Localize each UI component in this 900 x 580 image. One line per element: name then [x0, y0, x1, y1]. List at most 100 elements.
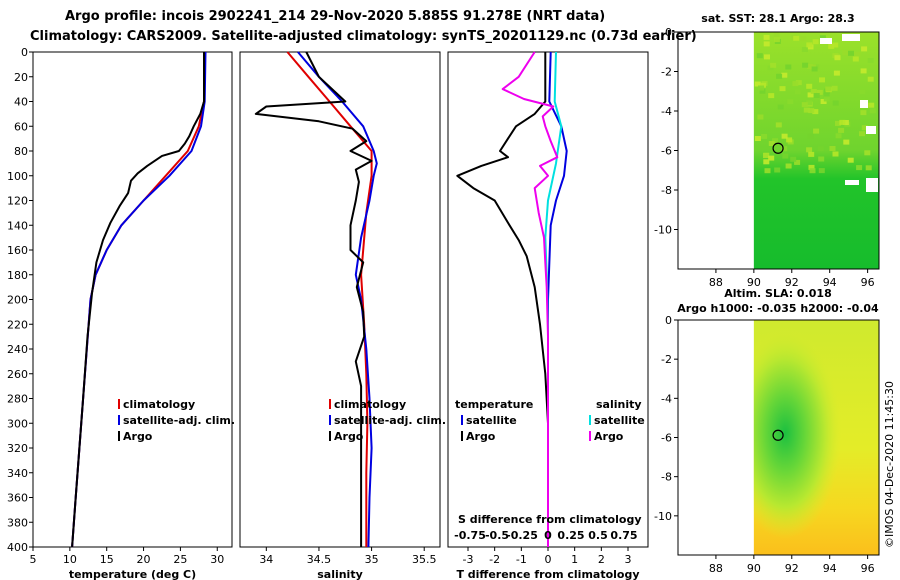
sst-map-cell	[831, 85, 838, 91]
sst_map-x-tick-label: 94	[823, 276, 837, 289]
sst-map-cell	[832, 100, 839, 106]
sst_map-y-tick-label: -8	[661, 184, 672, 197]
sst-map-cell	[803, 107, 810, 113]
sst-map-cell	[795, 80, 802, 86]
sst-map-cell	[777, 104, 784, 110]
title-line-1: Argo profile: incois 2902241_214 29-Nov-…	[65, 9, 605, 24]
sst-map-cell	[842, 50, 849, 56]
sst-map-cell	[808, 151, 815, 157]
sst_map-y-tick-label: -4	[661, 105, 672, 118]
sst_map-x-tick-label: 90	[747, 276, 761, 289]
sst-map-missing-cell	[845, 180, 859, 185]
sst-map-cell	[768, 93, 775, 99]
temperature-y-tick-label: 180	[7, 269, 28, 282]
sst-map-cell	[757, 114, 764, 120]
sst-map-cell	[793, 35, 800, 41]
salinity-series-satellite-adj-clim-	[297, 51, 378, 548]
difference-x-tick-label: 1	[571, 553, 578, 566]
sst-map-cell	[802, 62, 809, 68]
salinity-series-argo	[254, 51, 373, 547]
sst-map-cell	[775, 122, 782, 128]
difference-x-tick-label: 0	[545, 553, 552, 566]
sst_map-y-tick-label: -10	[654, 224, 672, 237]
difference-x-tick-label: -1	[516, 553, 527, 566]
temperature-y-tick-label: 40	[14, 96, 28, 109]
sst-map-cell	[809, 168, 816, 174]
sst-map-cell	[794, 159, 801, 165]
sst-map-cell	[843, 139, 850, 145]
sst-map-missing-cell	[860, 100, 868, 108]
sst-map-cell	[782, 153, 789, 159]
sst-map-cell	[764, 54, 770, 60]
difference-x-top-tick-label: 0.25	[557, 529, 584, 542]
sst-map-cell	[854, 52, 861, 57]
sst-map-cell	[763, 34, 770, 40]
temperature-x-tick-label: 15	[100, 553, 114, 566]
difference-series-s-argo	[501, 51, 559, 547]
sst-map-cell	[856, 165, 863, 171]
sst-map-cell	[813, 128, 820, 134]
sst-map-cell	[848, 50, 854, 56]
temperature-panel: 5 10 15 20 25 3002040608010012014016018020022…	[7, 46, 235, 580]
sst-map-cell	[865, 165, 872, 171]
difference-x-top-label: S difference from climatology	[458, 513, 642, 526]
sst-map-cell	[760, 82, 766, 88]
sst-map-cell	[832, 42, 839, 48]
temperature-y-tick-label: 400	[7, 541, 28, 554]
sst-map-cell	[823, 92, 830, 98]
sst-map-cell	[787, 99, 794, 105]
sla_map-argo-position-marker	[772, 429, 784, 441]
temperature-y-tick-label: 240	[7, 343, 28, 356]
salinity-legend-label: climatology	[334, 398, 406, 411]
temperature-y-tick-label: 60	[14, 120, 28, 133]
temperature-y-tick-label: 80	[14, 145, 28, 158]
temperature-y-tick-label: 100	[7, 170, 28, 183]
sst_map-argo-position-marker	[772, 142, 784, 154]
sst-map-cell	[807, 92, 814, 98]
sst-map-cell	[801, 102, 808, 108]
sla_map-y-tick-label: -2	[661, 353, 672, 366]
sla_map-x-tick-label: 94	[823, 562, 837, 575]
sst-map-cell	[785, 163, 792, 169]
temperature-x-tick-label: 10	[63, 553, 77, 566]
sst-map-cell	[773, 37, 780, 43]
sst-map-cell	[768, 155, 775, 161]
sla-map-title-line-2: Argo h1000: -0.035 h2000: -0.04	[677, 302, 879, 315]
sst-map-cell	[816, 89, 823, 95]
sst-map-cell	[818, 156, 825, 162]
sla-map-panel: 88 90 92 94 96 0 -2 -4 -6 -8 -10 Altim. SLA: 0.018 A…	[654, 287, 880, 575]
sst-map-cell	[763, 41, 770, 47]
sst-map-missing-cell	[866, 126, 876, 134]
salinity-panel: 34 34.5 35 35.5 salinity climatology satellite…	[239, 51, 446, 580]
sst_map-y-tick-label: -6	[661, 145, 672, 158]
difference-x-tick-label: 2	[598, 553, 605, 566]
sst-map-cell	[867, 76, 874, 82]
sla_map-x-tick-label: 88	[709, 562, 723, 575]
sst_map-x-tick-label: 92	[785, 276, 799, 289]
imos-credit: ©IMOS 04-Dec-2020 11:45:30	[883, 381, 896, 548]
sst-map-cell	[806, 147, 813, 153]
sst-map-cell	[806, 42, 813, 48]
sst-map-title: sat. SST: 28.1 Argo: 28.3	[701, 12, 854, 25]
temperature-y-tick-label: 300	[7, 417, 28, 430]
sst-map-cell	[770, 62, 777, 68]
sst-map-cell	[810, 89, 817, 94]
sst-map-cell	[781, 72, 788, 78]
temperature-x-tick-label: 25	[173, 553, 187, 566]
sst-map-cell	[806, 100, 813, 106]
sst-map-missing-cell	[820, 38, 832, 44]
sst-map-cell	[808, 108, 815, 114]
salinity-x-tick-label: 34	[259, 553, 273, 566]
temperature-y-tick-label: 280	[7, 393, 28, 406]
difference-series-t-satellite	[547, 51, 568, 547]
temperature-y-tick-label: 260	[7, 368, 28, 381]
sst-map-cell	[820, 99, 827, 104]
sla_map-y-tick-label: -4	[661, 392, 672, 405]
sst-map-cell	[823, 96, 830, 102]
sla_map-y-tick-label: -8	[661, 471, 672, 484]
sst-map-cell	[847, 157, 854, 163]
temperature-y-tick-label: 380	[7, 516, 28, 529]
sla-map-anomaly-field	[753, 320, 879, 555]
temperature-series-argo	[71, 52, 205, 548]
sst-map-cell	[813, 93, 820, 98]
